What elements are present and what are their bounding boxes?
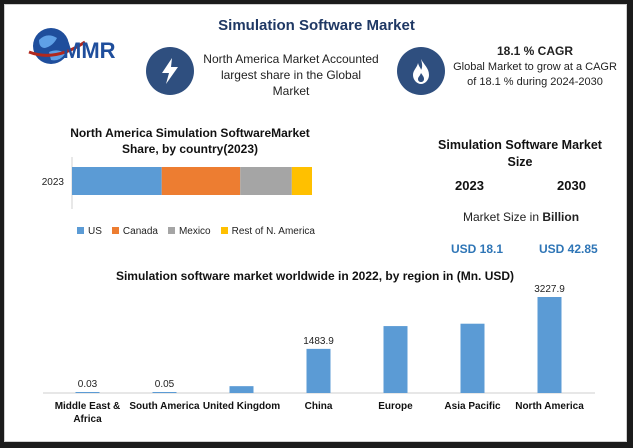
category-label: Europe	[378, 401, 413, 412]
page-title: Simulation Software Market	[218, 17, 415, 34]
size-unit-bold: Billion	[542, 210, 580, 224]
bar-asia-pacific	[460, 323, 485, 393]
bar-china	[306, 348, 331, 393]
category-label: Asia Pacific	[444, 401, 501, 412]
bar-europe	[383, 326, 408, 393]
category-label: United Kingdom	[203, 401, 280, 412]
mmr-logo: MMR	[25, 22, 137, 72]
stacked-bar-chart: 2023	[42, 157, 312, 209]
cagr-text: Global Market to grow at a CAGR of 18.1 …	[453, 61, 617, 88]
cagr-heading: 18.1 % CAGR	[496, 44, 574, 58]
bar-segment-canada	[161, 167, 241, 195]
category-label: 2023	[42, 177, 65, 188]
bar-north-america	[537, 297, 562, 393]
legend-swatch	[111, 227, 119, 234]
legend-swatch	[167, 227, 175, 234]
data-label: 1483.9	[303, 336, 334, 347]
region-chart-title: Simulation software market worldwide in …	[115, 269, 515, 283]
legend-label: Canada	[122, 226, 158, 237]
stacked-legend: US Canada Mexico Rest of N. America	[77, 226, 315, 237]
size-year-2023: 2023	[455, 178, 484, 193]
flame-icon	[397, 47, 445, 95]
category-label: Middle East &	[55, 401, 121, 412]
category-label: North America	[515, 401, 584, 412]
size-value-2030: USD 42.85	[539, 242, 598, 256]
bar-south-america	[152, 392, 177, 393]
bar-united-kingdom	[229, 386, 254, 393]
category-label: Africa	[73, 414, 102, 425]
stacked-chart-title: North America Simulation SoftwareMarket …	[70, 126, 310, 156]
legend-swatch	[220, 227, 228, 234]
legend-label: Rest of N. America	[231, 226, 315, 237]
bar-segment-rest-of-n-america	[291, 167, 312, 195]
legend-label: Mexico	[178, 226, 211, 237]
size-value-2023: USD 18.1	[451, 242, 504, 256]
region-bar-chart: 0.03 Middle East & Africa 0.05 South America…	[43, 284, 595, 425]
bar-segment-us	[72, 167, 162, 195]
bar-middle-east-africa	[75, 392, 100, 393]
category-label: China	[305, 401, 333, 412]
size-unit-label: Market Size in Billion	[463, 210, 579, 224]
legend-swatch	[77, 227, 84, 234]
data-label: 0.03	[78, 379, 98, 390]
size-panel-title: Simulation Software Market Size	[438, 138, 602, 169]
data-label: 0.05	[155, 379, 175, 390]
legend-item: Mexico	[167, 226, 211, 237]
logo-text: MMR	[63, 38, 116, 63]
legend-item: Canada	[111, 226, 158, 237]
size-unit-prefix: Market Size in	[463, 210, 543, 224]
na-share-text: North America Market Accounted largest s…	[203, 52, 379, 98]
legend-item: US	[77, 226, 102, 237]
data-label: 3227.9	[534, 284, 565, 295]
category-label: South America	[129, 401, 200, 412]
lightning-icon	[146, 47, 194, 95]
legend-item: Rest of N. America	[220, 226, 315, 237]
legend-label: US	[88, 226, 102, 237]
infographic-frame: Simulation Software Market MMR North Ame…	[4, 4, 627, 442]
bar-segment-mexico	[240, 167, 292, 195]
size-year-2030: 2030	[557, 178, 586, 193]
